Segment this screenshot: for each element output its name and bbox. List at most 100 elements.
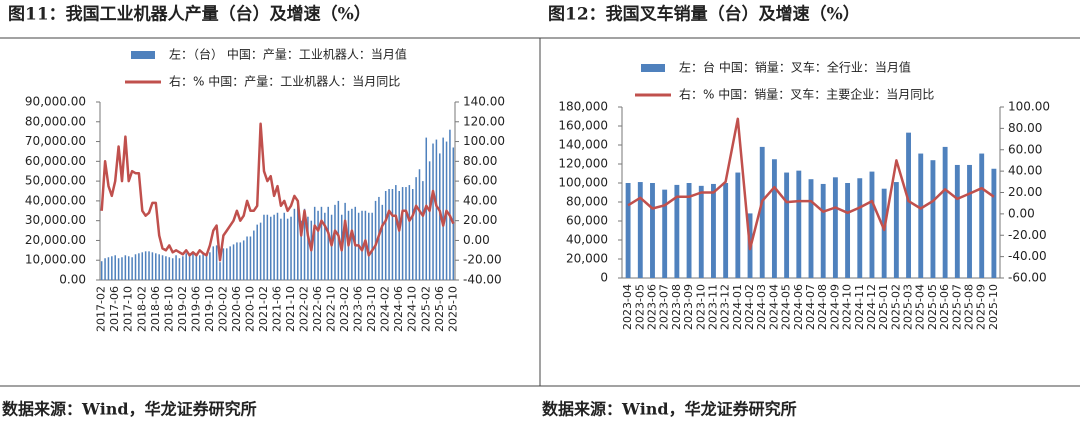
bar xyxy=(300,220,302,280)
x-tick-label: 2025-02 xyxy=(889,284,902,330)
y-tick-label: 160,000 xyxy=(558,119,608,133)
x-tick-label: 2019-10 xyxy=(203,286,216,332)
x-tick-label: 2022-10 xyxy=(325,286,338,332)
y-tick-label: 30,000.00 xyxy=(25,213,86,227)
bar xyxy=(175,255,177,280)
x-tick-label: 2024-04 xyxy=(767,284,780,330)
bar xyxy=(893,182,899,278)
bar xyxy=(361,210,363,280)
bar xyxy=(411,189,414,280)
bar xyxy=(111,256,113,280)
bar xyxy=(307,216,309,280)
y-tick-label: 80,000 xyxy=(566,195,608,209)
bar xyxy=(114,255,116,280)
bar xyxy=(449,129,451,280)
x-tick-label: 2019-02 xyxy=(176,286,189,332)
bar xyxy=(178,258,181,280)
x-tick-label: 2020-10 xyxy=(243,286,256,332)
bar xyxy=(954,164,960,278)
x-tick-label: 2024-07 xyxy=(804,284,817,330)
bar xyxy=(182,256,184,280)
bar xyxy=(127,256,130,280)
y2-tick-label: 20.00 xyxy=(1008,185,1042,199)
x-tick-label: 2025-06 xyxy=(433,286,446,332)
x-tick-label: 2018-02 xyxy=(135,286,148,332)
bar xyxy=(442,137,444,280)
bar xyxy=(151,252,154,280)
bar xyxy=(439,153,441,280)
bar xyxy=(168,257,171,280)
x-tick-label: 2025-08 xyxy=(963,284,976,330)
bar xyxy=(226,248,228,280)
bar xyxy=(371,212,373,280)
bar xyxy=(674,184,680,278)
bar xyxy=(942,146,948,278)
bar xyxy=(408,185,411,280)
x-tick-label: 2023-06 xyxy=(645,284,658,330)
bar xyxy=(161,255,164,280)
bar xyxy=(327,206,329,280)
y2-tick-label: -60.00 xyxy=(1008,271,1047,285)
x-tick-label: 2020-06 xyxy=(230,286,243,332)
y2-tick-label: 60.00 xyxy=(1008,142,1042,156)
bar xyxy=(141,252,144,280)
x-tick-label: 2023-10 xyxy=(365,286,378,332)
bar xyxy=(266,214,269,280)
x-tick-label: 2023-12 xyxy=(719,284,732,330)
bar xyxy=(242,240,245,280)
bar xyxy=(395,185,397,280)
bar xyxy=(930,160,936,278)
bar xyxy=(192,252,194,280)
x-tick-label: 2024-12 xyxy=(865,284,878,330)
y-tick-label: 70,000.00 xyxy=(25,134,86,148)
legend-swatch xyxy=(131,51,155,59)
bar xyxy=(232,244,235,280)
bar xyxy=(384,191,387,280)
y-tick-label: 90,000.00 xyxy=(25,95,86,109)
bar xyxy=(650,183,655,278)
y2-tick-label: 0.00 xyxy=(1008,206,1035,220)
bar xyxy=(979,153,985,278)
bar xyxy=(832,177,838,278)
x-tick-label: 2025-10 xyxy=(446,286,459,332)
bar xyxy=(405,187,407,280)
bar xyxy=(276,212,279,280)
y2-tick-label: 120.00 xyxy=(463,114,505,128)
bar xyxy=(415,177,417,280)
x-tick-label: 2024-10 xyxy=(406,286,419,332)
y2-tick-label: 40.00 xyxy=(463,193,497,207)
bar xyxy=(269,216,272,280)
x-tick-label: 2025-01 xyxy=(877,284,890,330)
x-tick-label: 2023-06 xyxy=(352,286,365,332)
bar xyxy=(188,253,191,280)
bar xyxy=(452,147,455,280)
bar xyxy=(229,246,231,280)
bar xyxy=(256,224,258,280)
bar xyxy=(344,202,346,280)
y2-tick-label: 140.00 xyxy=(463,95,505,109)
bar xyxy=(735,172,741,278)
bar xyxy=(857,178,863,278)
x-tick-label: 2024-08 xyxy=(816,284,829,330)
bar xyxy=(280,218,282,280)
x-tick-label: 2018-10 xyxy=(162,286,175,332)
bar xyxy=(273,214,275,280)
bar xyxy=(303,208,306,280)
y-tick-label: 40,000.00 xyxy=(25,193,86,207)
bar xyxy=(432,143,434,280)
bar xyxy=(222,248,225,280)
x-tick-label: 2023-08 xyxy=(670,284,683,330)
y-tick-label: 10,000.00 xyxy=(25,253,86,267)
y2-tick-label: -40.00 xyxy=(463,273,502,287)
bar xyxy=(388,189,390,280)
x-tick-label: 2023-04 xyxy=(621,284,634,330)
x-tick-label: 2025-09 xyxy=(975,284,988,330)
x-tick-label: 2025-10 xyxy=(987,284,1000,330)
bar xyxy=(144,251,147,280)
bar xyxy=(686,183,692,278)
y-tick-label: 120,000 xyxy=(558,157,608,171)
y2-tick-label: 40.00 xyxy=(1008,164,1042,178)
x-tick-label: 2024-02 xyxy=(379,286,392,332)
bar xyxy=(165,256,167,280)
y-tick-label: 60,000.00 xyxy=(25,154,86,168)
